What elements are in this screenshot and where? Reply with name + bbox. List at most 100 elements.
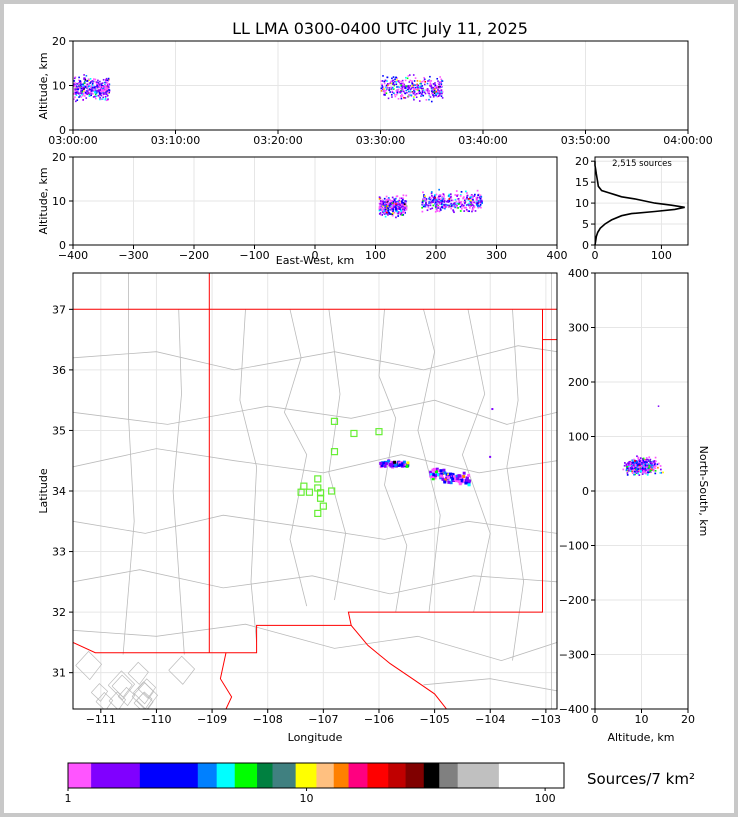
y-tick-label: 15 [575, 176, 589, 189]
county-line [73, 345, 557, 371]
source-point [454, 476, 458, 480]
source-point [75, 91, 77, 94]
source-point [413, 84, 416, 86]
x-tick-label: −108 [253, 713, 283, 726]
source-point [645, 457, 648, 459]
source-point [634, 469, 636, 472]
source-point [422, 199, 424, 202]
source-point [384, 207, 386, 209]
source-point [390, 86, 392, 89]
source-point [436, 92, 439, 95]
source-point [404, 200, 407, 203]
source-point [100, 85, 102, 88]
source-point [101, 98, 104, 100]
source-point [412, 82, 414, 85]
source-point [637, 466, 640, 469]
source-point [414, 94, 417, 96]
source-point [94, 89, 96, 92]
source-point [400, 82, 403, 85]
source-point [443, 471, 447, 475]
source-point [395, 89, 398, 92]
source-point [633, 469, 635, 471]
source-point [431, 468, 435, 472]
source-point [639, 469, 642, 471]
source-point [414, 88, 416, 91]
source-point [639, 457, 642, 459]
source-point [389, 203, 391, 206]
source-point [628, 466, 631, 469]
source-point [635, 472, 638, 475]
x-tick-label: 400 [547, 249, 568, 262]
source-point [414, 84, 417, 87]
source-point [84, 80, 86, 83]
source-point [449, 481, 453, 485]
source-point [395, 81, 398, 83]
source-point [419, 91, 422, 94]
source-point [387, 198, 390, 201]
source-point [400, 197, 403, 200]
source-point [401, 214, 404, 216]
source-point [625, 469, 628, 472]
source-point [93, 86, 96, 89]
source-point [432, 86, 435, 89]
source-point [427, 91, 430, 93]
source-point [430, 200, 433, 203]
source-point [447, 473, 451, 477]
y-tick-label: 32 [52, 606, 66, 619]
source-point [412, 88, 415, 91]
source-point [439, 194, 442, 197]
source-point [97, 89, 100, 91]
source-point [399, 205, 402, 208]
source-point [385, 203, 388, 206]
source-point [402, 214, 405, 216]
source-point [385, 198, 388, 201]
source-point [94, 91, 96, 94]
source-point [393, 83, 396, 86]
source-point [79, 80, 81, 82]
source-point [441, 477, 445, 481]
source-point [398, 199, 401, 202]
source-point [397, 212, 400, 215]
source-point [469, 196, 472, 199]
state-border [209, 309, 543, 654]
source-point [657, 466, 659, 469]
source-point [448, 204, 451, 207]
source-point [401, 95, 404, 97]
source-point [442, 205, 444, 208]
source-point [389, 82, 392, 84]
source-point [107, 94, 109, 97]
source-point [440, 202, 443, 204]
source-point [476, 189, 479, 192]
source-point [402, 89, 405, 91]
source-point [401, 85, 404, 87]
source-point [400, 209, 403, 212]
source-point [430, 475, 434, 479]
source-point [476, 205, 479, 208]
source-point [413, 96, 415, 98]
source-point [394, 78, 396, 81]
source-point [654, 462, 656, 465]
source-point [383, 464, 387, 468]
source-point [387, 459, 391, 463]
source-point [400, 202, 403, 205]
state-boundaries [73, 273, 557, 709]
source-point [81, 89, 84, 92]
county-line [108, 691, 127, 709]
source-point [634, 465, 637, 467]
source-point [97, 84, 99, 86]
source-point [468, 198, 470, 200]
source-point [415, 86, 418, 89]
source-point [391, 208, 393, 210]
source-point [440, 83, 443, 85]
source-point [102, 87, 104, 90]
source-point [383, 92, 386, 95]
x-tick-label: −105 [419, 713, 449, 726]
source-point [434, 210, 437, 213]
source-point [86, 83, 89, 86]
source-point [77, 92, 79, 94]
source-point [630, 466, 633, 468]
source-point [103, 84, 106, 87]
source-point [645, 464, 648, 467]
source-point [459, 205, 462, 208]
source-point [397, 80, 399, 82]
